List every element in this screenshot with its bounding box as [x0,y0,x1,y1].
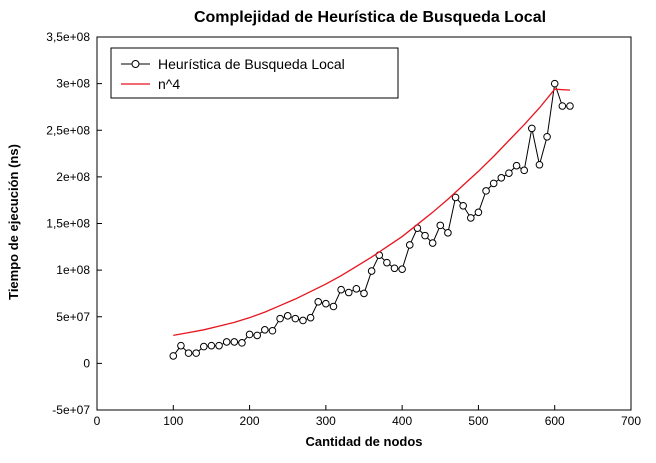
data-point [245,330,254,339]
y-axis: -5e+07 0 5e+07 1e+08 1,5e+08 2e+08 2,5e+08 3e+0… [46,30,102,417]
y-tick-label: 3e+08 [56,77,90,91]
data-point [299,316,307,325]
data-point [459,201,467,210]
data-point [314,298,323,306]
y-tick-label: -5e+07 [52,403,90,417]
data-point [550,79,559,88]
data-point [283,312,292,320]
data-point [360,289,368,298]
chart-title: Complejidad de Heurística de Busqueda Lo… [194,9,546,26]
data-point [329,302,338,311]
y-tick-label: 2e+08 [56,170,90,184]
data-point [566,102,574,110]
data-point [253,331,262,340]
y-tick-label: 2,5e+08 [46,123,90,137]
x-tick-label: 200 [240,414,260,428]
data-point [520,166,529,175]
data-point [230,338,239,346]
data-point [291,314,300,323]
data-point [222,338,231,346]
data-point [306,313,315,322]
data-point [428,239,437,247]
data-point [482,187,490,195]
y-axis-label: Tiempo de ejecución (ns) [6,144,21,300]
x-tick-label: 700 [621,414,641,428]
series-line-2 [173,88,571,337]
y-tick-label: 3,5e+08 [46,30,90,44]
data-point [207,341,216,350]
data-point [528,124,536,133]
data-point [512,161,521,170]
data-point [467,214,475,222]
data-point [543,132,551,141]
y-tick-label: 0 [83,356,90,370]
legend-label-series-1: Heurística de Busqueda Local [158,56,345,72]
data-point [238,339,246,347]
x-tick-label: 0 [94,414,101,428]
x-tick-label: 600 [545,414,565,428]
x-tick-label: 400 [392,414,412,428]
data-point [558,102,567,110]
series-line-1 [172,83,570,357]
legend-box [110,47,399,99]
data-point [268,326,277,335]
data-point [337,285,345,294]
data-point [421,231,429,240]
data-point [489,179,498,188]
data-point [535,160,544,169]
y-tick-label: 1,5e+08 [46,217,90,231]
legend: Heurística de Busqueda Local n^4 [110,47,399,99]
data-point [192,349,200,357]
data-point [497,174,506,182]
data-point [276,314,284,323]
data-point [169,352,178,360]
x-tick-label: 300 [316,414,336,428]
data-point [322,299,330,308]
x-axis-label: Cantidad de nodos [306,434,423,449]
data-point [344,288,353,297]
y-tick-label: 1e+08 [56,263,90,277]
data-point [383,258,391,267]
data-point [352,284,361,293]
data-point [200,342,208,351]
data-point [184,349,193,357]
data-point [177,341,185,350]
data-point [436,221,445,230]
x-tick-label: 500 [468,414,488,428]
x-axis: 0 100 200 300 400 500 600 700 [94,405,641,428]
data-point [474,208,483,217]
data-point [215,341,223,350]
data-point [405,241,414,249]
data-point [261,326,269,334]
data-point [367,267,376,275]
series-layer [169,79,574,360]
data-point [444,229,452,237]
legend-label-series-2: n^4 [158,76,180,92]
data-point [390,264,399,273]
data-point [398,265,406,273]
x-tick-label: 100 [163,414,183,428]
legend-marker-series-1 [131,60,140,68]
y-tick-label: 5e+07 [56,310,90,324]
data-point [451,193,460,202]
data-point [505,169,513,177]
